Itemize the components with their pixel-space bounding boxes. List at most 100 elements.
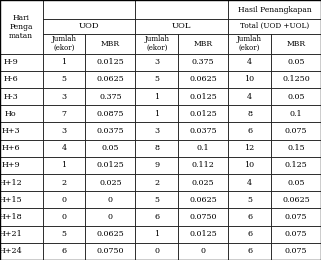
Text: Jumlah
(ekor): Jumlah (ekor) [51, 35, 76, 52]
Text: 0.1: 0.1 [290, 110, 302, 118]
Text: H-6: H-6 [3, 75, 18, 83]
Bar [85, 54, 135, 71]
Bar [0, 226, 43, 243]
Text: MBR: MBR [194, 40, 213, 48]
Bar [85, 105, 135, 122]
Bar [228, 34, 271, 54]
Bar [178, 174, 228, 191]
Text: 3: 3 [61, 127, 66, 135]
Text: 0.1: 0.1 [197, 144, 210, 152]
Text: 0.15: 0.15 [287, 144, 305, 152]
Bar [228, 243, 271, 260]
Text: 0.05: 0.05 [287, 93, 305, 101]
Bar [228, 71, 271, 88]
Bar [0, 174, 43, 191]
Text: H+3: H+3 [1, 127, 20, 135]
Bar [135, 0, 228, 19]
Text: H+15: H+15 [0, 196, 22, 204]
Text: H+9: H+9 [1, 161, 20, 170]
Text: 0.075: 0.075 [285, 127, 307, 135]
Bar [135, 105, 178, 122]
Bar [271, 54, 321, 71]
Bar [271, 88, 321, 105]
Bar [85, 122, 135, 140]
Text: 3: 3 [154, 58, 159, 66]
Text: 1: 1 [61, 58, 66, 66]
Bar [0, 88, 43, 105]
Bar [271, 157, 321, 174]
Text: 0: 0 [62, 196, 66, 204]
Bar [228, 174, 271, 191]
Bar [271, 34, 321, 54]
Bar [85, 88, 135, 105]
Bar [43, 209, 85, 226]
Text: 5: 5 [154, 75, 159, 83]
Bar [0, 191, 43, 209]
Bar [228, 122, 271, 140]
Text: 1: 1 [154, 93, 159, 101]
Text: 5: 5 [154, 196, 159, 204]
Bar [271, 226, 321, 243]
Bar [43, 243, 85, 260]
Text: 5: 5 [247, 196, 252, 204]
Bar [85, 140, 135, 157]
Bar [43, 122, 85, 140]
Bar [228, 0, 321, 19]
Text: 6: 6 [154, 213, 159, 221]
Text: Hari
Penga
matan: Hari Penga matan [9, 14, 33, 40]
Text: 0.125: 0.125 [285, 161, 307, 170]
Text: 0.0625: 0.0625 [97, 230, 124, 238]
Bar [85, 209, 135, 226]
Bar [43, 71, 85, 88]
Bar [43, 105, 85, 122]
Bar [43, 226, 85, 243]
Bar [135, 122, 178, 140]
Bar [178, 122, 228, 140]
Bar [271, 174, 321, 191]
Bar [178, 209, 228, 226]
Text: 12: 12 [244, 144, 255, 152]
Bar [178, 226, 228, 243]
Text: H+21: H+21 [0, 230, 22, 238]
Text: 0.0625: 0.0625 [97, 75, 124, 83]
Bar [135, 54, 178, 71]
Text: 0.0625: 0.0625 [189, 196, 217, 204]
Text: 8: 8 [154, 144, 159, 152]
Bar [0, 0, 43, 54]
Text: 0.0125: 0.0125 [189, 230, 217, 238]
Bar [271, 140, 321, 157]
Bar [43, 0, 135, 19]
Text: 0.025: 0.025 [99, 179, 122, 187]
Bar [271, 105, 321, 122]
Text: 5: 5 [62, 75, 66, 83]
Text: 0.0375: 0.0375 [189, 127, 217, 135]
Bar [85, 243, 135, 260]
Text: 3: 3 [154, 127, 159, 135]
Text: Total (UOD +UOL): Total (UOD +UOL) [240, 22, 309, 30]
Text: 8: 8 [247, 110, 252, 118]
Text: 4: 4 [247, 179, 252, 187]
Bar [0, 105, 43, 122]
Text: 0.375: 0.375 [99, 93, 122, 101]
Text: 0: 0 [108, 196, 113, 204]
Text: 0.0625: 0.0625 [189, 75, 217, 83]
Bar [85, 157, 135, 174]
Text: 3: 3 [61, 93, 66, 101]
Bar [43, 88, 85, 105]
Text: 0.05: 0.05 [287, 179, 305, 187]
Text: 6: 6 [247, 213, 252, 221]
Text: 0.0125: 0.0125 [189, 93, 217, 101]
Text: 6: 6 [247, 248, 252, 255]
Bar [271, 191, 321, 209]
Text: 7: 7 [62, 110, 66, 118]
Text: Hasil Penangkapan: Hasil Penangkapan [238, 5, 311, 14]
Bar [271, 243, 321, 260]
Bar [0, 157, 43, 174]
Bar [0, 209, 43, 226]
Text: MBR: MBR [286, 40, 306, 48]
Bar [135, 71, 178, 88]
Text: 0.0125: 0.0125 [189, 110, 217, 118]
Text: H-9: H-9 [3, 58, 18, 66]
Text: H-3: H-3 [3, 93, 18, 101]
Bar [228, 88, 271, 105]
